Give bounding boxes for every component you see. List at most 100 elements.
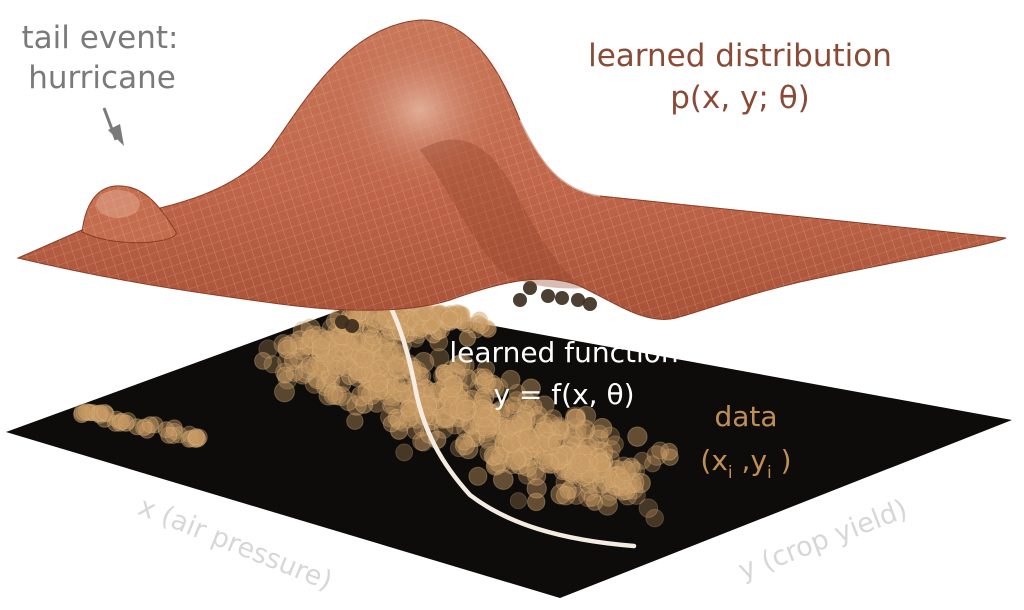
data-point (166, 422, 183, 440)
data-point (459, 399, 477, 417)
data-point (500, 369, 521, 390)
data-point (378, 385, 399, 406)
data-point (551, 418, 569, 437)
data-point (292, 321, 314, 342)
data-point (357, 380, 379, 402)
data-point (459, 329, 476, 347)
data-point (282, 333, 304, 355)
data-point (454, 435, 476, 456)
data-point (509, 492, 528, 510)
data-point (617, 481, 636, 500)
data-point (393, 374, 412, 393)
data-point (380, 352, 398, 370)
data-point (355, 364, 375, 384)
data-point (551, 421, 571, 440)
data-point (393, 384, 412, 403)
data-point (515, 441, 536, 461)
data-point (347, 340, 368, 361)
data-point (347, 350, 368, 372)
data-point (343, 341, 365, 363)
data-point (493, 417, 512, 436)
data-point (450, 354, 471, 375)
data-point (433, 366, 453, 386)
data-point (580, 465, 599, 484)
data-point (305, 356, 326, 377)
data-point (574, 443, 593, 462)
data-point (555, 291, 569, 305)
data-point (442, 360, 460, 379)
data-point (424, 314, 442, 332)
data-point (575, 444, 593, 462)
data-point (355, 356, 376, 377)
data-point (555, 460, 574, 479)
data-point (427, 392, 446, 411)
data-point (605, 466, 627, 487)
data-point (498, 426, 519, 447)
data-point (322, 371, 341, 390)
data-point (368, 373, 388, 393)
data-point (565, 408, 586, 430)
data-point (604, 474, 626, 496)
data-point (315, 341, 337, 363)
data-point (610, 468, 631, 489)
data-point (291, 339, 312, 360)
data-point (316, 373, 336, 393)
data-point (370, 366, 392, 387)
data-point (615, 460, 636, 482)
data-point (525, 461, 545, 481)
data-point (480, 414, 501, 435)
data-point (455, 394, 474, 413)
data-point (607, 459, 626, 478)
data-point (490, 452, 512, 474)
data-point (327, 385, 347, 406)
data-point (613, 481, 633, 501)
data-point (524, 439, 542, 458)
data-point (304, 373, 325, 394)
data-point (524, 409, 546, 431)
data-label-open: (x (700, 444, 728, 477)
data-point (536, 437, 557, 457)
data-point (494, 435, 514, 456)
data-point (361, 371, 381, 390)
data-point (593, 451, 614, 472)
data-point (379, 366, 399, 386)
data-point (591, 457, 612, 477)
data-point (368, 369, 390, 391)
data-point (258, 339, 278, 359)
data-point (456, 419, 475, 439)
data-point (297, 358, 319, 380)
data-point (354, 365, 373, 384)
data-point (579, 475, 598, 494)
data-point (547, 424, 566, 443)
data-point (472, 399, 493, 419)
data-point (306, 334, 328, 356)
data-point (450, 407, 471, 428)
data-point (651, 441, 670, 460)
data-point (494, 436, 516, 458)
data-point (475, 408, 497, 430)
data-point (569, 452, 587, 471)
data-floor-plane (6, 302, 1012, 598)
data-point (549, 447, 569, 466)
data-point (535, 416, 554, 434)
data-point (350, 346, 370, 366)
tail-event-label-line1: tail event: (22, 20, 179, 56)
data-point (586, 493, 604, 511)
data-point (517, 432, 538, 453)
data-point (370, 380, 389, 399)
data-point (451, 382, 471, 402)
data-point (575, 453, 594, 472)
data-point (540, 424, 561, 445)
data-point (510, 454, 531, 475)
data-point (473, 400, 493, 420)
data-point (326, 355, 346, 375)
data-point (534, 422, 552, 440)
data-point (376, 362, 395, 381)
data-point (458, 439, 479, 460)
data-point (567, 486, 586, 505)
data-point (91, 404, 109, 422)
data-point (277, 339, 298, 359)
data-point (400, 399, 419, 417)
data-point (529, 405, 548, 425)
data-point (321, 348, 341, 369)
